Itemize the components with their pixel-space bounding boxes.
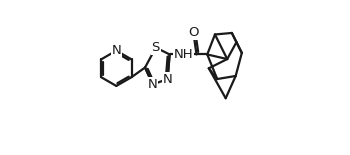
Text: N: N — [148, 78, 158, 91]
Text: N: N — [163, 73, 173, 86]
Text: N: N — [111, 44, 121, 57]
Text: S: S — [152, 41, 160, 54]
Text: NH: NH — [174, 48, 193, 61]
Text: O: O — [188, 27, 199, 40]
